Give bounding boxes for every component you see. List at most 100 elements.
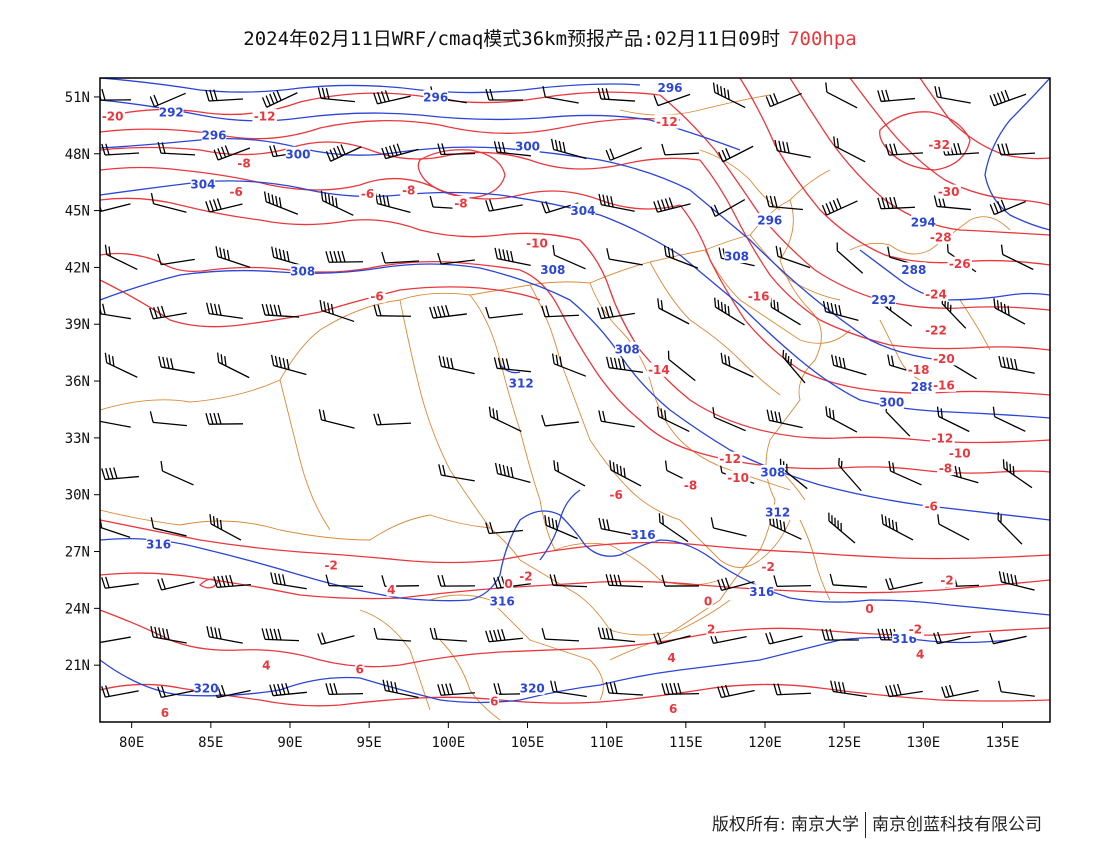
barb-flag (162, 356, 166, 368)
barb-flag (613, 574, 618, 586)
barb-flag (934, 85, 938, 98)
barb-flag (946, 243, 949, 253)
lon-tick-label: 90E (277, 735, 302, 751)
barb-flag (597, 307, 602, 319)
wind-barb (437, 574, 476, 587)
wind-barb (205, 198, 243, 213)
barb-flag (782, 349, 785, 358)
barb-flag (877, 628, 882, 640)
temperature-contour-label: 4 (262, 659, 270, 673)
temperature-contour-label: -20 (933, 352, 955, 366)
barb-flag (830, 302, 834, 314)
barb-flag (396, 143, 402, 155)
barb-flag (442, 464, 446, 476)
barb-flag (673, 682, 678, 695)
barb-flag (501, 628, 506, 641)
barb-flag (506, 250, 510, 262)
barb-flag (605, 356, 610, 368)
wind-barb (658, 513, 689, 543)
wind-barb (157, 253, 195, 266)
barb-flag (884, 516, 888, 526)
barb-flag (667, 246, 671, 258)
temperature-contour-label-bg (400, 182, 418, 197)
barb-flag (390, 681, 394, 693)
lon-tick-label: 135E (986, 735, 1020, 751)
lon-tick-label: 85E (198, 735, 223, 751)
barb-flag (609, 682, 614, 694)
barb-flag (782, 141, 786, 153)
barb-flag (270, 572, 274, 584)
barb-flag (337, 250, 342, 263)
barb-flag (497, 357, 502, 369)
wind-barb (263, 191, 299, 215)
barb-flag (333, 683, 338, 695)
wind-barb (992, 406, 1026, 432)
wind-barb (100, 636, 131, 644)
barb-flag (216, 352, 220, 363)
barb-flag (329, 149, 335, 160)
wind-barb (773, 575, 812, 588)
wind-barb (830, 680, 867, 698)
barb-flag (109, 467, 114, 479)
barb-flag (95, 302, 97, 313)
barb-flag (498, 463, 503, 475)
barb-flag (727, 356, 731, 367)
wind-barb (381, 143, 419, 160)
temperature-contour-label: -12 (931, 431, 953, 445)
barb-flag (273, 304, 278, 316)
height-contour-label: 292 (871, 293, 896, 307)
temperature-contour-label-bg (936, 184, 961, 199)
barb-flag (993, 202, 999, 214)
barb-flag (825, 203, 831, 214)
barb-flag (721, 578, 727, 590)
temperature-contour-label-bg (717, 451, 743, 466)
barb-flag (786, 142, 790, 154)
barb-flag (893, 196, 898, 209)
wind-barb (374, 192, 411, 213)
barb-flag (998, 355, 1002, 367)
barb-flag (445, 305, 450, 317)
barb-flag (841, 682, 846, 694)
barb-flag (663, 245, 667, 256)
wind-barb (717, 684, 755, 699)
temperature-contour-label-bg (931, 351, 957, 366)
wind-barb (885, 143, 924, 156)
wind-barb (782, 349, 806, 384)
barb-flag (612, 462, 616, 473)
temperature-contour-label: -6 (609, 488, 622, 502)
barb-flag (285, 682, 290, 695)
lon-tick-label: 95E (357, 735, 382, 751)
barb-flag (605, 306, 610, 318)
height-contour-label: 316 (146, 537, 171, 551)
barb-flag (945, 685, 950, 697)
barb-flag (104, 352, 108, 363)
temperature-contour-label: 6 (490, 695, 498, 709)
temperature-contour-label-bg (452, 196, 470, 211)
wind-barb (888, 460, 922, 486)
barb-flag (217, 148, 223, 159)
barb-flag (217, 575, 222, 588)
barb-flag (321, 632, 327, 644)
barb-flag (108, 246, 111, 257)
barb-flag (101, 143, 106, 156)
barb-flag (598, 410, 602, 422)
height-contour-label: 300 (879, 395, 904, 409)
wind-barb (325, 574, 364, 588)
barb-flag (550, 138, 555, 150)
barb-flag (660, 408, 663, 419)
height-contour-label-bg (871, 292, 896, 307)
temperature-contour-label: 2 (707, 623, 715, 637)
height-contour-label: 308 (760, 465, 785, 479)
wind-barb (160, 460, 194, 486)
barb-flag (321, 87, 326, 99)
barb-flag (505, 358, 510, 370)
barb-flag (609, 628, 614, 640)
barb-flag (552, 244, 556, 256)
temperature-contour-label-bg (938, 572, 956, 587)
barb-flag (825, 82, 828, 93)
barb-flag (784, 352, 787, 361)
barb-flag (660, 300, 664, 311)
barb-flag (657, 632, 663, 644)
barb-flag (717, 579, 723, 591)
wind-barb (717, 577, 755, 592)
